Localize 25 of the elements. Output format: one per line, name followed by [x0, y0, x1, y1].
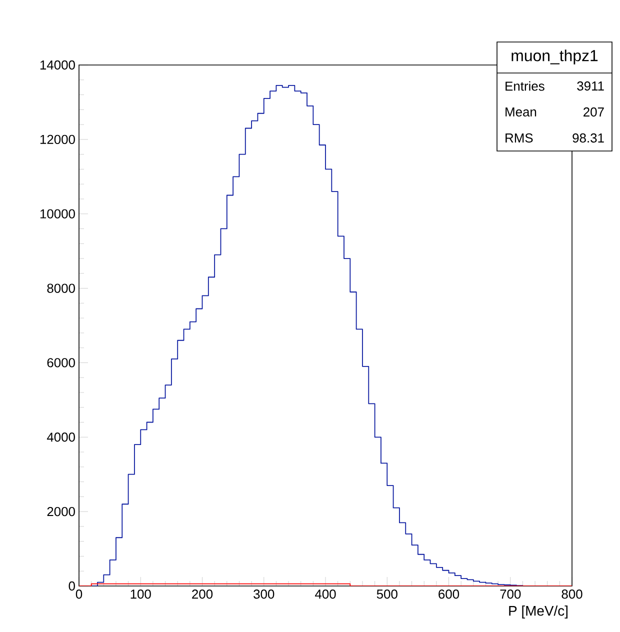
y-tick-label: 8000	[47, 284, 75, 293]
y-tick-label: 4000	[46, 432, 75, 442]
x-tick-label: 500	[376, 590, 398, 599]
x-tick-label: 800	[562, 590, 582, 599]
y-tick-label: 2000	[47, 506, 75, 516]
x-tick-label: 300	[254, 590, 274, 599]
text: 98.31	[572, 133, 604, 143]
annotation: RMS	[506, 133, 533, 143]
y-tick-label: 10000	[40, 209, 75, 218]
text: 3911	[577, 81, 604, 91]
x-tick-label: 100	[130, 590, 151, 599]
x-tick-label: 600	[438, 590, 460, 599]
x-axis-title: P [MeV/c]	[509, 606, 568, 619]
x-tick-label: 700	[500, 590, 521, 599]
x-tick-label: 200	[192, 590, 213, 599]
text: muon_thpz1	[512, 50, 598, 64]
annotation: Entries	[506, 81, 544, 91]
text: 207	[584, 107, 604, 117]
y-tick-label: 0	[68, 581, 75, 591]
annotation: Mean	[506, 107, 536, 117]
y-tick-label: 6000	[47, 358, 75, 368]
y-tick-label: 14000	[40, 60, 75, 70]
x-tick-label: 0	[76, 590, 82, 599]
y-tick-label: 12000	[40, 134, 75, 144]
x-tick-label: 400	[314, 590, 336, 599]
